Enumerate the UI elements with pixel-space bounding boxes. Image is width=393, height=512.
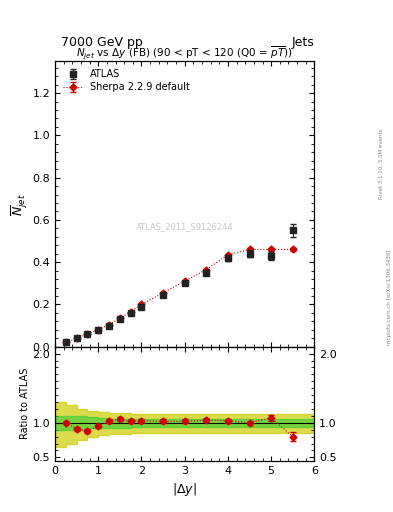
Text: ATLAS_2011_S9126244: ATLAS_2011_S9126244 [136,222,233,231]
Text: Rivet 3.1.10, 3.5M events: Rivet 3.1.10, 3.5M events [379,129,384,199]
Y-axis label: $\overline{N}_{jet}$: $\overline{N}_{jet}$ [9,193,29,216]
Title: $N_{jet}$ vs $\Delta y$ (FB) (90 < pT < 120 (Q0 = $\overline{pT}$)): $N_{jet}$ vs $\Delta y$ (FB) (90 < pT < … [76,44,293,61]
Text: Jets: Jets [292,36,314,49]
X-axis label: |$\Delta y$|: |$\Delta y$| [172,481,197,498]
Text: 7000 GeV pp: 7000 GeV pp [61,36,143,49]
Y-axis label: Ratio to ATLAS: Ratio to ATLAS [20,368,29,439]
Text: mcplots.cern.ch [arXiv:1306.3436]: mcplots.cern.ch [arXiv:1306.3436] [387,249,391,345]
Legend: ATLAS, Sherpa 2.2.9 default: ATLAS, Sherpa 2.2.9 default [60,66,193,95]
